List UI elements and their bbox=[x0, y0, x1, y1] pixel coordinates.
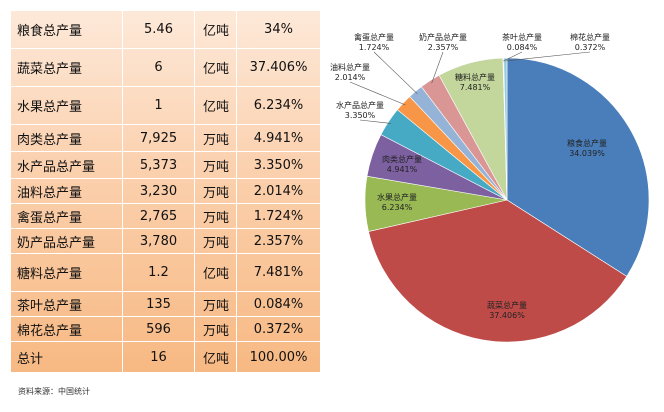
leader-line bbox=[505, 51, 591, 62]
slice-name-label: 肉类总产量 bbox=[382, 154, 422, 164]
table-row: 总计 16 亿吨 100.00% bbox=[10, 341, 321, 373]
row-unit-cell: 万吨 bbox=[194, 291, 237, 317]
slice-name-label: 蔬菜总产量 bbox=[487, 300, 527, 310]
leader-line bbox=[431, 51, 444, 84]
row-unit-cell: 万吨 bbox=[194, 203, 237, 229]
row-name-cell: 总计 bbox=[10, 341, 123, 373]
row-value-cell: 2,765 bbox=[122, 203, 195, 229]
slice-percent-label: 37.406% bbox=[489, 311, 525, 320]
table-row: 糖料总产量 1.2 亿吨 7.481% bbox=[10, 253, 321, 292]
row-name-cell: 茶叶总产量 bbox=[10, 291, 123, 317]
table-row: 肉类总产量 7,925 万吨 4.941% bbox=[10, 124, 321, 152]
row-name-cell: 奶产品总产量 bbox=[10, 228, 123, 254]
pie-slice bbox=[503, 57, 508, 201]
row-name-cell: 粮食总产量 bbox=[10, 10, 123, 49]
table-row: 茶叶总产量 135 万吨 0.084% bbox=[10, 291, 321, 317]
source-note: 资料来源：中国统计 bbox=[18, 387, 90, 396]
row-name-cell: 水果总产量 bbox=[10, 86, 123, 125]
slice-name-label: 糖料总产量 bbox=[455, 72, 495, 82]
row-value-cell: 1.2 bbox=[122, 253, 195, 292]
row-value-cell: 5,373 bbox=[122, 151, 195, 179]
row-percent-cell: 34% bbox=[236, 10, 321, 49]
row-unit-cell: 亿吨 bbox=[194, 253, 237, 292]
row-percent-cell: 37.406% bbox=[236, 48, 321, 87]
slice-name-label: 水产品总产量 bbox=[336, 100, 384, 110]
row-unit-cell: 亿吨 bbox=[194, 341, 237, 373]
row-name-cell: 肉类总产量 bbox=[10, 124, 123, 152]
slice-percent-label: 6.234% bbox=[382, 203, 413, 212]
slice-percent-label: 2.014% bbox=[335, 73, 366, 82]
table-row: 奶产品总产量 3,780 万吨 2.357% bbox=[10, 228, 321, 254]
data-table-panel: 粮食总产量 5.46 亿吨 34% 蔬菜总产量 6 亿吨 37.406% 水果总产量 1 亿吨 6.2… bbox=[10, 10, 321, 373]
row-value-cell: 3,230 bbox=[122, 178, 195, 204]
row-name-cell: 棉花总产量 bbox=[10, 316, 123, 342]
slice-name-label: 油料总产量 bbox=[330, 62, 370, 72]
row-value-cell: 6 bbox=[122, 48, 195, 87]
pie-slice bbox=[368, 199, 628, 343]
row-percent-cell: 2.357% bbox=[236, 228, 321, 254]
slice-percent-label: 4.941% bbox=[387, 165, 418, 174]
row-percent-cell: 4.941% bbox=[236, 124, 321, 152]
table-row: 水产品总产量 5,373 万吨 3.350% bbox=[10, 151, 321, 179]
row-unit-cell: 亿吨 bbox=[194, 48, 237, 87]
row-unit-cell: 亿吨 bbox=[194, 86, 237, 125]
slice-name-label: 禽蛋总产量 bbox=[354, 32, 394, 42]
row-unit-cell: 万吨 bbox=[194, 228, 237, 254]
row-name-cell: 禽蛋总产量 bbox=[10, 203, 123, 229]
table-row: 禽蛋总产量 2,765 万吨 1.724% bbox=[10, 203, 321, 229]
row-name-cell: 糖料总产量 bbox=[10, 253, 123, 292]
row-percent-cell: 6.234% bbox=[236, 86, 321, 125]
row-unit-cell: 万吨 bbox=[194, 151, 237, 179]
pie-slice bbox=[506, 57, 650, 277]
slice-name-label: 粮食总产量 bbox=[567, 138, 607, 148]
slice-name-label: 奶产品总产量 bbox=[419, 32, 467, 42]
leader-line bbox=[503, 51, 523, 62]
slice-percent-label: 1.724% bbox=[359, 43, 390, 52]
leader-lines bbox=[349, 51, 591, 124]
table-row: 蔬菜总产量 6 亿吨 37.406% bbox=[10, 48, 321, 87]
row-unit-cell: 亿吨 bbox=[194, 10, 237, 49]
row-percent-cell: 3.350% bbox=[236, 151, 321, 179]
table-row: 棉花总产量 596 万吨 0.372% bbox=[10, 316, 321, 342]
row-unit-cell: 万吨 bbox=[194, 178, 237, 204]
row-name-cell: 水产品总产量 bbox=[10, 151, 123, 179]
slice-percent-label: 0.372% bbox=[575, 43, 606, 52]
row-percent-cell: 7.481% bbox=[236, 253, 321, 292]
slice-name-label: 水果总产量 bbox=[377, 192, 417, 202]
slice-name-label: 茶叶总产量 bbox=[502, 32, 542, 42]
slice-percent-label: 2.357% bbox=[428, 43, 459, 52]
row-percent-cell: 2.014% bbox=[236, 178, 321, 204]
slice-percent-label: 0.084% bbox=[507, 43, 538, 52]
table-body: 粮食总产量 5.46 亿吨 34% 蔬菜总产量 6 亿吨 37.406% 水果总产量 1 亿吨 6.2… bbox=[10, 10, 321, 373]
slice-percent-label: 3.350% bbox=[345, 111, 376, 120]
row-value-cell: 7,925 bbox=[122, 124, 195, 152]
row-value-cell: 135 bbox=[122, 291, 195, 317]
row-name-cell: 蔬菜总产量 bbox=[10, 48, 123, 87]
leader-line bbox=[373, 51, 418, 95]
leader-line bbox=[359, 119, 392, 124]
row-unit-cell: 万吨 bbox=[194, 316, 237, 342]
row-percent-cell: 0.084% bbox=[236, 291, 321, 317]
row-value-cell: 1 bbox=[122, 86, 195, 125]
slice-name-label: 棉花总产量 bbox=[570, 32, 610, 42]
row-value-cell: 16 bbox=[122, 341, 195, 373]
table-row: 粮食总产量 5.46 亿吨 34% bbox=[10, 10, 321, 49]
row-name-cell: 油料总产量 bbox=[10, 178, 123, 204]
slice-percent-label: 7.481% bbox=[460, 83, 491, 92]
row-value-cell: 3,780 bbox=[122, 228, 195, 254]
row-value-cell: 596 bbox=[122, 316, 195, 342]
slice-percent-label: 34.039% bbox=[569, 149, 605, 158]
row-percent-cell: 100.00% bbox=[236, 341, 321, 373]
leader-line bbox=[349, 81, 406, 106]
table-row: 油料总产量 3,230 万吨 2.014% bbox=[10, 178, 321, 204]
data-table: 粮食总产量 5.46 亿吨 34% 蔬菜总产量 6 亿吨 37.406% 水果总产量 1 亿吨 6.2… bbox=[10, 10, 321, 373]
row-percent-cell: 1.724% bbox=[236, 203, 321, 229]
row-value-cell: 5.46 bbox=[122, 10, 195, 49]
row-percent-cell: 0.372% bbox=[236, 316, 321, 342]
row-unit-cell: 万吨 bbox=[194, 124, 237, 152]
pie-slices bbox=[364, 57, 650, 343]
table-row: 水果总产量 1 亿吨 6.234% bbox=[10, 86, 321, 125]
